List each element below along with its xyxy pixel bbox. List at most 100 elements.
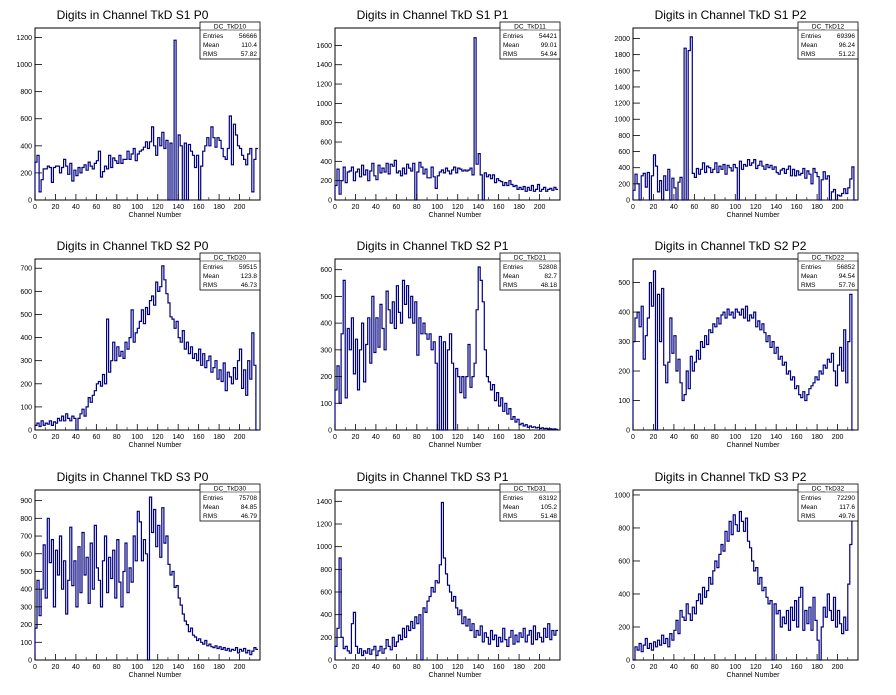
x-tick-label: 0 (333, 434, 337, 441)
y-tick-label: 600 (618, 149, 630, 156)
stats-rms-label: RMS (203, 51, 218, 58)
y-tick-label: 200 (320, 635, 332, 642)
stats-entries-label: Entries (503, 495, 524, 502)
stats-box: DC_TkD22 Entries 56852 Mean 94.54 RMS 57.76 (797, 252, 859, 291)
x-tick-label: 40 (72, 434, 80, 441)
x-tick-label: 80 (113, 664, 121, 671)
x-tick-label: 0 (333, 664, 337, 671)
stats-mean-label: Mean (503, 273, 520, 280)
y-tick-label: 500 (20, 569, 32, 576)
y-tick-label: 200 (618, 181, 630, 188)
y-tick-label: 100 (618, 398, 630, 405)
stats-rms-label: RMS (503, 51, 518, 58)
stats-name: DC_TkD32 (812, 486, 845, 493)
x-tick-label: 100 (431, 204, 443, 211)
histogram-panel: Digits in Channel TkD S3 P1 0 20 40 60 80 100 1… (316, 470, 561, 679)
stats-box: DC_TkD11 Entries 54421 Mean 99.01 RMS 54.94 (499, 21, 561, 60)
stats-name: DC_TkD11 (514, 24, 546, 31)
stats-frame (199, 252, 261, 291)
x-tick-label: 160 (493, 664, 505, 671)
y-tick-label: 0 (28, 198, 32, 205)
panel-title: Digits in Channel TkD S2 P2 (655, 239, 807, 253)
x-axis: 0 20 40 60 80 100 120 140 160 180 200 (631, 654, 849, 671)
stats-frame (797, 21, 859, 60)
x-tick-label: 20 (650, 664, 658, 671)
stats-mean: 117.6 (839, 504, 855, 511)
x-tick-label: 100 (729, 434, 741, 441)
x-tick-label: 100 (431, 664, 443, 671)
y-tick-label: 2000 (614, 36, 630, 43)
stats-mean: 96.24 (839, 42, 856, 49)
y-tick-label: 0 (28, 658, 32, 665)
x-axis: 0 20 40 60 80 100 120 140 160 180 200 (333, 654, 551, 671)
y-tick-label: 700 (20, 266, 32, 273)
x-tick-label: 180 (213, 204, 225, 211)
histogram-panel: Digits in Channel TkD S1 P1 0 20 40 60 80 100 1… (316, 8, 561, 219)
stats-frame (499, 483, 561, 522)
stats-box: DC_TkD21 Entries 52808 Mean 82.7 RMS 48.18 (499, 252, 561, 291)
x-tick-label: 200 (832, 664, 844, 671)
stats-name: DC_TkD10 (214, 24, 247, 31)
x-tick-label: 120 (452, 204, 464, 211)
x-tick-label: 20 (650, 204, 658, 211)
x-tick-label: 100 (131, 204, 143, 211)
x-axis: 0 20 40 60 80 100 120 140 160 180 200 (631, 424, 849, 441)
panel-title: Digits in Channel TkD S1 P2 (655, 8, 807, 22)
x-tick-label: 0 (631, 664, 635, 671)
histogram-panel: Digits in Channel TkD S1 P2 0 20 40 60 80 100 1… (614, 8, 859, 219)
x-tick-label: 100 (729, 204, 741, 211)
y-tick-label: 200 (20, 170, 32, 177)
stats-mean: 82.7 (544, 273, 557, 280)
x-tick-label: 160 (791, 434, 803, 441)
x-axis-label: Channel Number (429, 672, 483, 679)
y-tick-label: 200 (20, 622, 32, 629)
histogram-trace (334, 501, 558, 661)
y-tick-label: 1000 (614, 492, 630, 499)
x-tick-label: 40 (72, 204, 80, 211)
stats-name: DC_TkD21 (514, 255, 547, 262)
stats-mean-label: Mean (203, 273, 220, 280)
y-tick-label: 400 (618, 165, 630, 172)
stats-entries: 54421 (539, 33, 557, 40)
stats-box: DC_TkD32 Entries 72290 Mean 117.6 RMS 49.76 (797, 483, 859, 522)
x-tick-label: 140 (472, 204, 484, 211)
stats-rms-label: RMS (203, 282, 218, 289)
stats-entries-label: Entries (203, 33, 224, 40)
y-axis: 0 100 200 300 400 500 600 (320, 267, 342, 435)
x-tick-label: 100 (131, 434, 143, 441)
x-axis-label: Channel Number (429, 442, 483, 449)
histogram-trace (34, 265, 258, 431)
x-tick-label: 140 (472, 434, 484, 441)
histogram-trace (34, 39, 258, 201)
y-tick-label: 400 (20, 587, 32, 594)
panel-title: Digits in Channel TkD S3 P0 (57, 470, 209, 484)
x-tick-label: 60 (92, 664, 100, 671)
stats-rms: 48.18 (541, 282, 558, 289)
y-axis: 0 200 400 600 800 1000 1200 1400 1600 (316, 43, 342, 205)
x-tick-label: 40 (372, 204, 380, 211)
y-tick-label: 300 (20, 358, 32, 365)
x-tick-label: 140 (770, 434, 782, 441)
histogram-panel: Digits in Channel TkD S3 P0 0 20 40 60 80 100 1… (20, 470, 261, 679)
stats-entries-label: Entries (503, 264, 524, 271)
x-axis: 0 20 40 60 80 100 120 140 160 180 200 (333, 194, 551, 211)
x-tick-label: 180 (513, 664, 525, 671)
x-tick-label: 20 (52, 664, 60, 671)
x-tick-label: 40 (72, 664, 80, 671)
y-tick-label: 200 (20, 381, 32, 388)
stats-mean-label: Mean (801, 504, 818, 511)
stats-rms: 49.76 (839, 513, 856, 520)
histogram-trace (632, 36, 856, 201)
y-tick-label: 300 (20, 604, 32, 611)
x-tick-label: 160 (791, 204, 803, 211)
x-tick-label: 80 (711, 434, 719, 441)
y-axis: 0 100 200 300 400 500 600 700 800 900 (20, 498, 42, 665)
stats-mean: 110.4 (241, 42, 257, 49)
y-tick-label: 400 (20, 335, 32, 342)
y-tick-label: 400 (618, 310, 630, 317)
x-tick-label: 60 (690, 204, 698, 211)
stats-box: DC_TkD30 Entries 75708 Mean 84.85 RMS 46.79 (199, 483, 261, 522)
x-tick-label: 120 (750, 434, 762, 441)
stats-rms: 57.76 (839, 282, 856, 289)
